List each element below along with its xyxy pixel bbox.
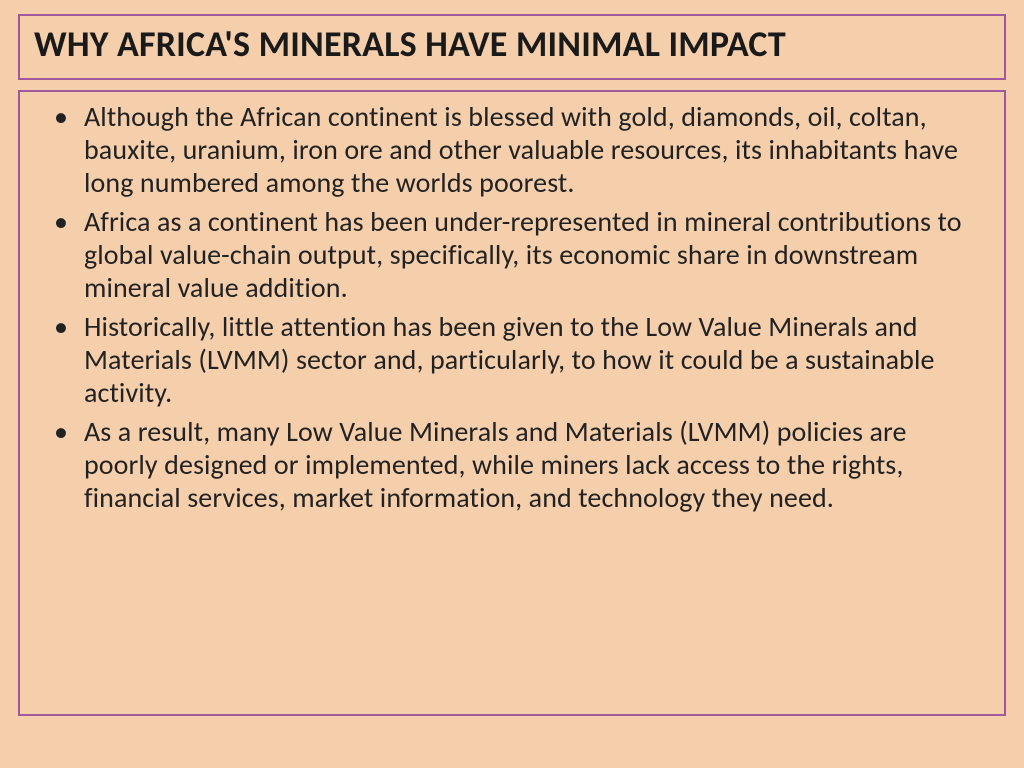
bullet-list: Although the African continent is blesse… [40, 100, 984, 514]
bullet-item: Historically, little attention has been … [40, 310, 984, 409]
bullet-item: As a result, many Low Value Minerals and… [40, 415, 984, 514]
bullet-item: Africa as a continent has been under-rep… [40, 205, 984, 304]
title-box: WHY AFRICA'S MINERALS HAVE MINIMAL IMPAC… [18, 14, 1006, 80]
slide: WHY AFRICA'S MINERALS HAVE MINIMAL IMPAC… [0, 0, 1024, 768]
body-box: Although the African continent is blesse… [18, 90, 1006, 716]
slide-title: WHY AFRICA'S MINERALS HAVE MINIMAL IMPAC… [34, 26, 990, 64]
bullet-item: Although the African continent is blesse… [40, 100, 984, 199]
